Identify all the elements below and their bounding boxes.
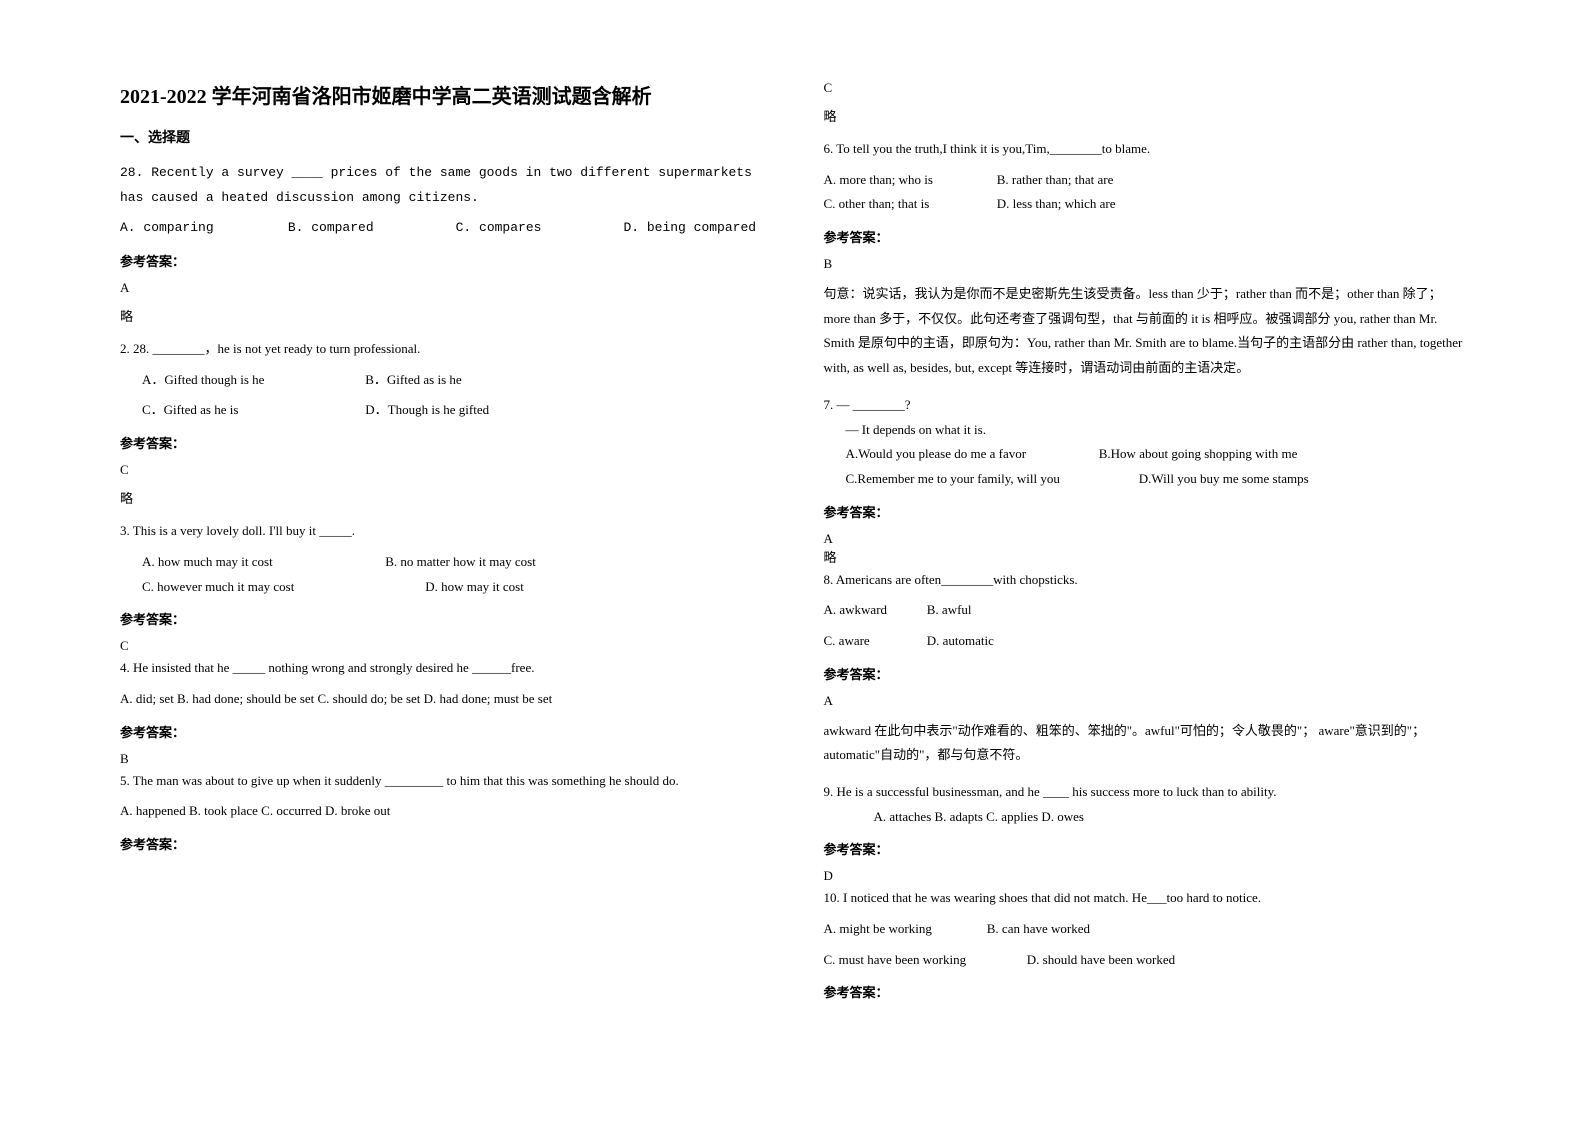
q7-answer-label: 参考答案： (824, 502, 1468, 521)
q3-answer: C (120, 638, 764, 654)
q8-explain: awkward 在此句中表示"动作难看的、粗笨的、笨拙的"。awful"可怕的；… (824, 719, 1468, 768)
q2-optD: D．Though is he gifted (365, 402, 489, 417)
q10-optD: D. should have been worked (1027, 952, 1175, 967)
q6-answer-label: 参考答案： (824, 227, 1468, 246)
q9-answer: D (824, 868, 1468, 884)
q9-answer-label: 参考答案： (824, 839, 1468, 858)
q2-optC: C．Gifted as he is (142, 398, 362, 423)
q6-optC: C. other than; that is (824, 192, 994, 217)
q6-stem: 6. To tell you the truth,I think it is y… (824, 137, 1468, 162)
q6-answer: B (824, 256, 1468, 272)
q5-answer-label: 参考答案： (120, 834, 764, 853)
q1-options: A. comparing B. compared C. compares D. … (120, 216, 764, 241)
q4-stem: 4. He insisted that he _____ nothing wro… (120, 656, 764, 681)
q7-optC: C.Remember me to your family, will you (846, 467, 1136, 492)
q10-optB: B. can have worked (987, 921, 1090, 936)
q3-stem: 3. This is a very lovely doll. I'll buy … (120, 519, 764, 544)
q8-stem: 8. Americans are often________with chops… (824, 568, 1468, 593)
q6-options: A. more than; who is B. rather than; tha… (824, 168, 1468, 217)
q3-options: A. how much may it cost B. no matter how… (142, 550, 764, 599)
left-column: 2021-2022 学年河南省洛阳市姬磨中学高二英语测试题含解析 一、选择题 2… (100, 80, 794, 1082)
q10-optC: C. must have been working (824, 948, 1024, 973)
q4-answer-label: 参考答案： (120, 722, 764, 741)
q1-answer: A (120, 280, 764, 296)
q2-optB: B．Gifted as is he (365, 372, 461, 387)
q2-brief: 略 (120, 488, 764, 507)
q7-brief: 略 (824, 547, 1468, 566)
q10-options-row1: A. might be working B. can have worked (824, 917, 1468, 942)
q2-answer-label: 参考答案： (120, 433, 764, 452)
q7-options: A.Would you please do me a favor B.How a… (846, 442, 1468, 491)
q10-optA: A. might be working (824, 917, 984, 942)
q1-optD: D. being compared (623, 220, 756, 235)
section-title: 一、选择题 (120, 127, 764, 147)
q3-optD: D. how may it cost (425, 579, 524, 594)
q2-stem: 2. 28. ________，he is not yet ready to t… (120, 337, 764, 362)
q8-options-row1: A. awkward B. awful (824, 598, 1468, 623)
q7-answer: A (824, 531, 1468, 547)
q4-answer: B (120, 751, 764, 767)
q9-options: A. attaches B. adapts C. applies D. owes (874, 805, 1468, 830)
q2-optA: A．Gifted though is he (142, 368, 362, 393)
q10-answer-label: 参考答案： (824, 982, 1468, 1001)
q6-optA: A. more than; who is (824, 168, 994, 193)
q5-answer: C (824, 80, 1468, 96)
q7-optB: B.How about going shopping with me (1099, 446, 1298, 461)
q8-options-row2: C. aware D. automatic (824, 629, 1468, 654)
q7-optD: D.Will you buy me some stamps (1139, 471, 1309, 486)
q6-optD: D. less than; which are (997, 196, 1116, 211)
q10-options-row2: C. must have been working D. should have… (824, 948, 1468, 973)
q7-stem: 7. — ________? (824, 393, 1468, 418)
q3-optB: B. no matter how it may cost (385, 554, 536, 569)
q2-options-row2: C．Gifted as he is D．Though is he gifted (142, 398, 764, 423)
q5-options: A. happened B. took place C. occurred D.… (120, 799, 764, 824)
q1-optC: C. compares (456, 216, 616, 241)
q6-optB: B. rather than; that are (997, 172, 1114, 187)
q5-stem: 5. The man was about to give up when it … (120, 769, 764, 794)
q1-stem: 28. Recently a survey ____ prices of the… (120, 161, 764, 210)
q4-options: A. did; set B. had done; should be set C… (120, 687, 764, 712)
q5-brief: 略 (824, 106, 1468, 125)
q8-optB: B. awful (927, 602, 972, 617)
q8-optA: A. awkward (824, 598, 924, 623)
q1-optA: A. comparing (120, 216, 280, 241)
q3-optA: A. how much may it cost (142, 550, 382, 575)
q2-answer: C (120, 462, 764, 478)
q1-answer-label: 参考答案： (120, 251, 764, 270)
right-column: C 略 6. To tell you the truth,I think it … (794, 80, 1488, 1082)
q7-optA: A.Would you please do me a favor (846, 442, 1096, 467)
q9-stem: 9. He is a successful businessman, and h… (824, 780, 1468, 805)
q8-answer: A (824, 693, 1468, 709)
q7-reply: — It depends on what it is. (846, 418, 1468, 443)
q8-optD: D. automatic (927, 633, 994, 648)
q10-stem: 10. I noticed that he was wearing shoes … (824, 886, 1468, 911)
q1-optB: B. compared (288, 216, 448, 241)
q2-options-row1: A．Gifted though is he B．Gifted as is he (142, 368, 764, 393)
q8-answer-label: 参考答案： (824, 664, 1468, 683)
q8-optC: C. aware (824, 629, 924, 654)
q6-explain: 句意：说实话，我认为是你而不是史密斯先生该受责备。less than 少于；ra… (824, 282, 1468, 381)
q3-optC: C. however much it may cost (142, 575, 422, 600)
q1-brief: 略 (120, 306, 764, 325)
page-title: 2021-2022 学年河南省洛阳市姬磨中学高二英语测试题含解析 (120, 80, 764, 109)
q3-answer-label: 参考答案： (120, 609, 764, 628)
